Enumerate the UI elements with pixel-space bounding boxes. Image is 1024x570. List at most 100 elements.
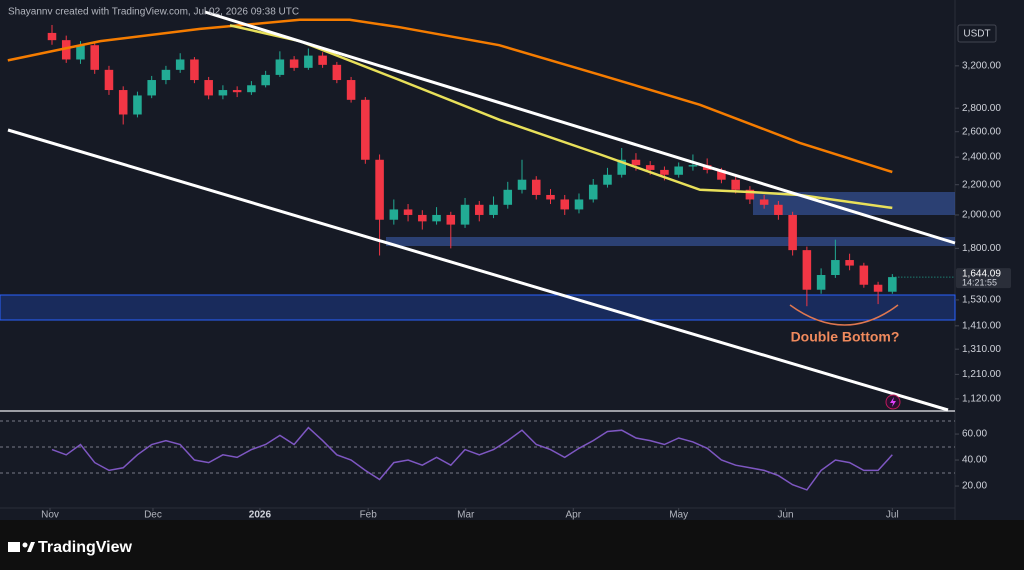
candle-body	[531, 179, 541, 195]
y-tick-label: 2,600.00	[962, 126, 1001, 137]
candle-body	[261, 74, 270, 86]
trend-line	[7, 128, 949, 412]
candle-body	[859, 265, 869, 285]
candle-body	[190, 59, 199, 81]
x-tick-label: Dec	[144, 510, 162, 521]
candle-body	[361, 99, 370, 160]
y-tick-label: 60.00	[962, 429, 987, 440]
candle-body	[816, 275, 826, 290]
candle-body	[289, 59, 299, 68]
candle-body	[418, 214, 427, 222]
event-icon-bolt	[890, 397, 896, 407]
candle-body	[318, 55, 327, 65]
candle-body	[831, 260, 840, 276]
x-tick-label: Apr	[566, 510, 582, 521]
chart-bg	[0, 0, 1024, 520]
y-tick-label: 2,400.00	[962, 152, 1001, 163]
candle-body	[346, 80, 356, 100]
candle-body	[588, 184, 598, 200]
candle-body	[873, 284, 883, 292]
brand-logo	[22, 542, 28, 548]
candle-body	[688, 165, 698, 167]
x-tick-label: Mar	[457, 510, 475, 521]
candle-body	[717, 169, 726, 180]
candle-body	[759, 199, 769, 205]
y-tick-label: 1,800.00	[962, 243, 1001, 254]
candle-body	[432, 214, 441, 222]
candle-body	[674, 166, 683, 175]
candle-body	[133, 95, 142, 115]
x-tick-label: Feb	[360, 510, 378, 521]
candle-body	[161, 69, 171, 81]
candle-body	[76, 45, 85, 60]
y-tick-label: 2,200.00	[962, 179, 1001, 190]
candle-body	[888, 277, 897, 292]
y-tick-label: 3,200.00	[962, 60, 1001, 71]
brand: TradingView	[38, 539, 133, 556]
marks	[7, 18, 897, 307]
brand-logo	[27, 542, 35, 552]
last-price-label: 1,644.09	[962, 269, 1001, 280]
x-tick-label: Jul	[886, 510, 899, 521]
candle-body	[845, 260, 854, 266]
y-tick-label: 20.00	[962, 481, 987, 492]
candle-body	[375, 159, 384, 220]
y-tick-label: 1,530.00	[962, 295, 1001, 306]
rsi-line	[51, 426, 893, 491]
y-tick-label: 1,310.00	[962, 344, 1001, 355]
y-tick-label: 2,800.00	[962, 103, 1001, 114]
candle-body	[788, 214, 797, 251]
candle-body	[617, 159, 626, 175]
candle-body	[232, 90, 242, 93]
candle-body	[389, 209, 399, 220]
candle-body	[631, 159, 641, 166]
annotation: Double Bottom?	[791, 329, 900, 345]
candle-body	[446, 214, 456, 225]
y-tick-label: 1,120.00	[962, 394, 1001, 405]
brand-logo	[8, 542, 20, 552]
candle-body	[774, 204, 783, 215]
candle-body	[61, 40, 71, 60]
header: Shayannv created with TradingView.com, J…	[8, 7, 299, 18]
candle-body	[731, 179, 740, 190]
y-tick-label: 2,000.00	[962, 210, 1001, 221]
x-tick-label: May	[669, 510, 688, 521]
candle-body	[304, 55, 313, 68]
trend-line	[204, 10, 956, 245]
candle-body	[247, 85, 256, 93]
candle-body	[517, 179, 527, 190]
candle-body	[603, 174, 612, 185]
candle-body	[118, 90, 128, 115]
candle-body	[332, 64, 342, 81]
moving-average	[7, 18, 893, 174]
currency-box	[957, 24, 997, 43]
candle-body	[204, 80, 213, 96]
resistance-zone	[386, 237, 955, 246]
candle-body	[147, 80, 156, 96]
support-zone	[0, 294, 956, 321]
candle-body	[546, 194, 555, 200]
candle-body	[218, 90, 228, 96]
double-bottom-arc	[789, 304, 899, 326]
candle-body	[460, 204, 470, 225]
candle-body	[560, 199, 570, 210]
candle-body	[47, 32, 57, 41]
y-tick-label: 1,410.00	[962, 320, 1001, 331]
candle-body	[489, 204, 498, 215]
y-tick-label: 40.00	[962, 455, 987, 466]
countdown: 14:21:55	[962, 277, 997, 287]
candle-body	[802, 250, 812, 290]
candle-body	[475, 204, 484, 215]
candle-body	[104, 69, 114, 91]
candle-body	[645, 165, 655, 170]
candle-body	[175, 59, 185, 70]
candle-body	[660, 169, 669, 175]
candle-body	[574, 199, 584, 210]
candle-body	[503, 189, 513, 205]
currency: USDT	[963, 29, 990, 40]
last-price-box	[956, 268, 1011, 289]
candle-body	[745, 189, 755, 200]
candle-body	[275, 59, 285, 75]
